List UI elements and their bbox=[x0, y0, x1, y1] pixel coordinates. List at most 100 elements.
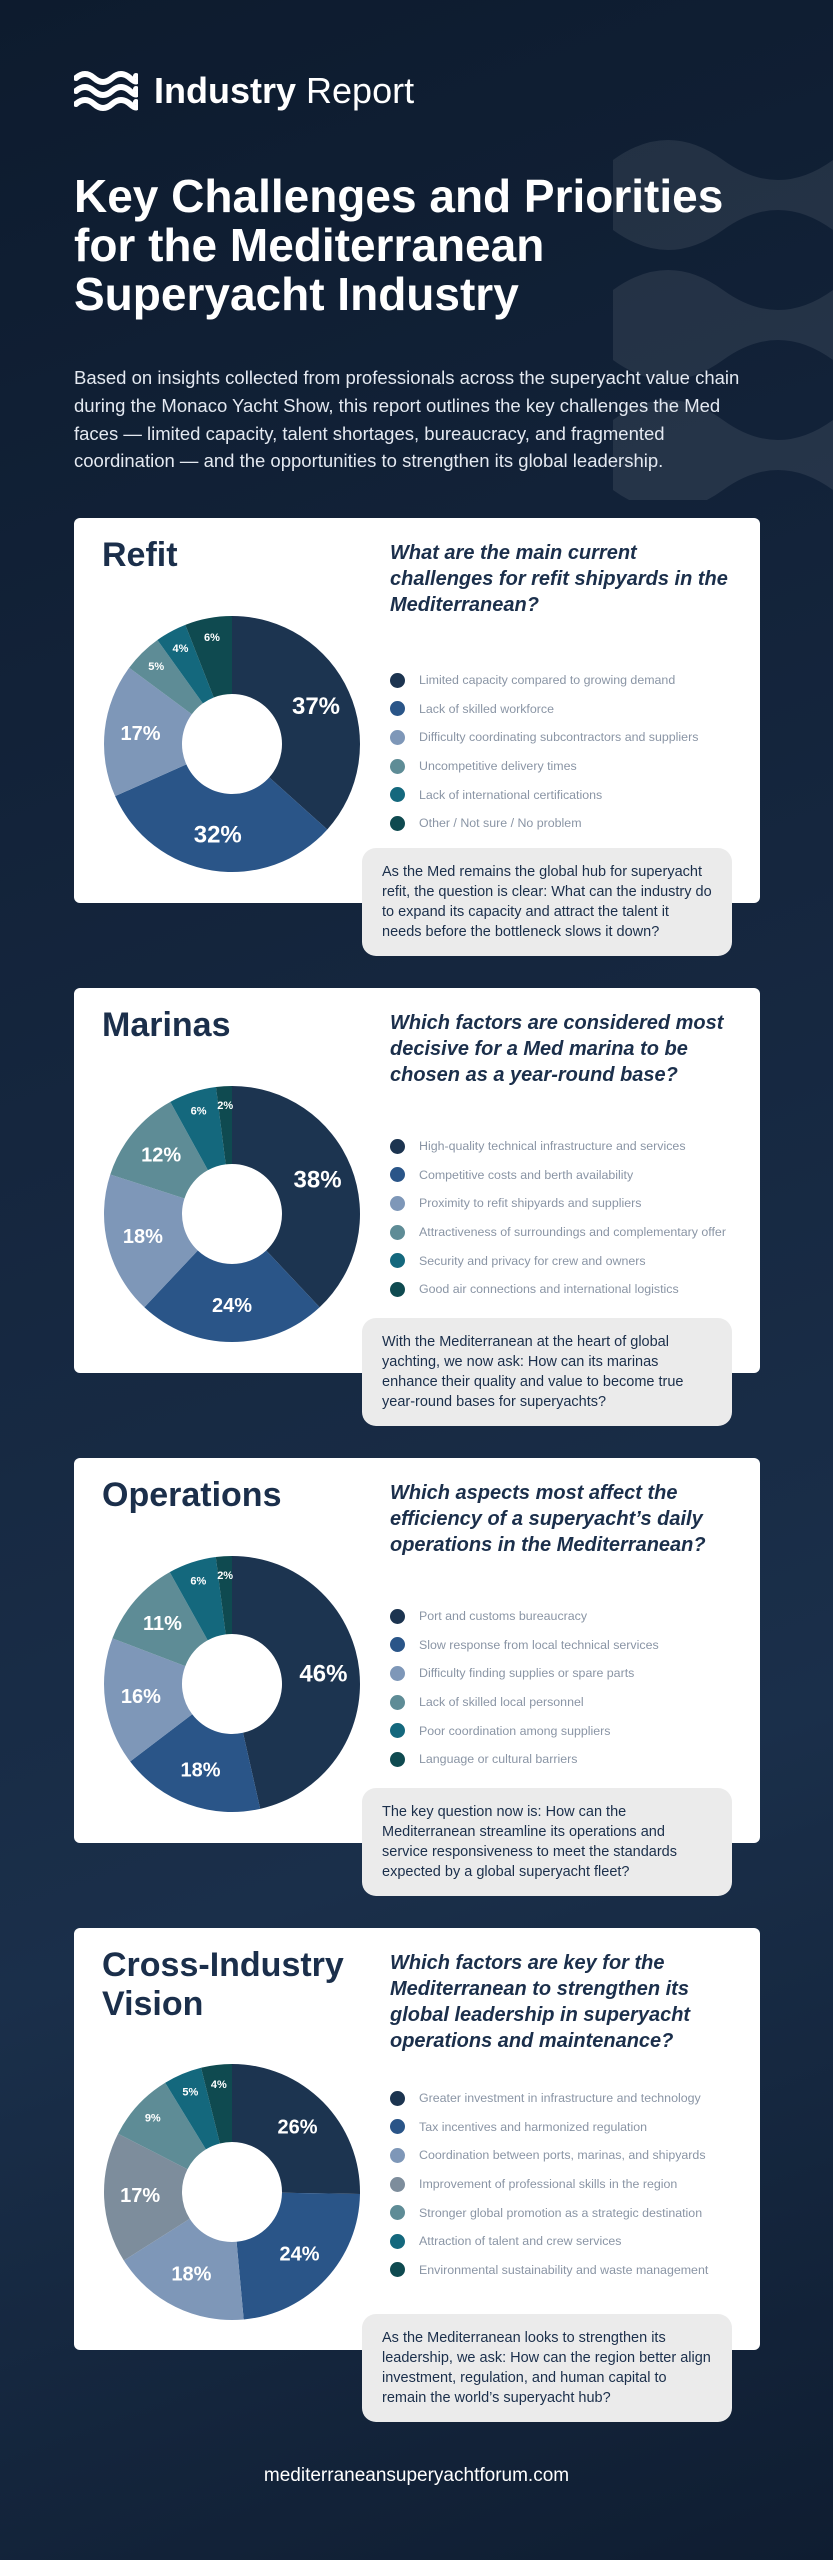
legend-label: Other / Not sure / No problem bbox=[419, 816, 582, 831]
legend-swatch bbox=[390, 1694, 405, 1710]
legend-swatch bbox=[390, 1281, 405, 1297]
donut-slice bbox=[232, 1556, 360, 1809]
legend-item: Good air connections and international l… bbox=[390, 1275, 726, 1304]
legend-item: Competitive costs and berth availability bbox=[390, 1161, 726, 1190]
legend-item: Proximity to refit shipyards and supplie… bbox=[390, 1189, 726, 1218]
legend-item: Language or cultural barriers bbox=[390, 1745, 659, 1774]
refit-card: Refit What are the main current challeng… bbox=[74, 518, 760, 956]
legend-label: Language or cultural barriers bbox=[419, 1752, 578, 1767]
refit-donut-chart: 37% 32% 17% 5% 4% 6% bbox=[103, 616, 360, 872]
brand-bold: Industry bbox=[154, 70, 297, 111]
legend-label: Competitive costs and berth availability bbox=[419, 1167, 634, 1182]
marinas-callout: With the Mediterranean at the heart of g… bbox=[362, 1318, 732, 1426]
legend-label: Greater investment in infrastructure and… bbox=[419, 2091, 701, 2106]
legend-swatch bbox=[390, 1167, 405, 1183]
legend-item: Greater investment in infrastructure and… bbox=[390, 2084, 708, 2113]
donut-slice bbox=[165, 2067, 220, 2150]
legend-swatch bbox=[390, 2119, 405, 2135]
donut-slice bbox=[112, 1572, 208, 1667]
legend-swatch bbox=[390, 729, 405, 745]
legend-label: Difficulty coordinating subcontractors a… bbox=[419, 730, 699, 745]
legend-item: Attractiveness of surroundings and compl… bbox=[390, 1218, 726, 1247]
legend-label: Slow response from local technical servi… bbox=[419, 1637, 659, 1652]
intro-paragraph: Based on insights collected from profess… bbox=[74, 367, 740, 472]
donut-slice bbox=[232, 2064, 360, 2194]
legend-swatch bbox=[390, 1138, 405, 1154]
marinas-legend: High-quality technical infrastructure an… bbox=[390, 1132, 726, 1304]
slice-label: 26% bbox=[278, 2116, 318, 2138]
card-title: Operations bbox=[102, 1476, 282, 1514]
donut-slice bbox=[103, 2133, 190, 2261]
vision-donut-chart: 26% 24% 18% 17% 9% 5% 4% bbox=[103, 2064, 360, 2320]
legend-swatch bbox=[390, 1637, 405, 1653]
footer-url[interactable]: mediterraneansuperyachtforum.com bbox=[263, 2465, 570, 2486]
legend-swatch bbox=[390, 701, 405, 717]
operations-legend: Port and customs bureaucracy Slow respons… bbox=[390, 1602, 659, 1774]
refit-callout: As the Med remains the global hub for su… bbox=[362, 848, 732, 956]
donut-slice bbox=[104, 1174, 198, 1308]
refit-legend: Limited capacity compared to growing dem… bbox=[390, 666, 698, 838]
waves-logo-icon bbox=[74, 70, 138, 112]
card-question: Which factors are key for the Mediterran… bbox=[390, 1952, 691, 2052]
slice-label: 5% bbox=[148, 661, 164, 673]
slice-label: 46% bbox=[299, 1660, 347, 1687]
donut-slice bbox=[129, 639, 203, 715]
legend-label: Tax incentives and harmonized regulation bbox=[419, 2119, 647, 2134]
slice-label: 17% bbox=[120, 2185, 160, 2207]
legend-label: Uncompetitive delivery times bbox=[419, 759, 577, 774]
slice-label: 2% bbox=[217, 1570, 233, 1582]
donut-slice bbox=[185, 616, 232, 698]
legend-label: High-quality technical infrastructure an… bbox=[419, 1139, 686, 1154]
slice-label: 38% bbox=[294, 1167, 342, 1194]
legend-label: Difficulty finding supplies or spare par… bbox=[419, 1666, 635, 1681]
donut-slice bbox=[130, 1714, 261, 1812]
legend-swatch bbox=[390, 2262, 405, 2278]
legend-label: Port and customs bureaucracy bbox=[419, 1609, 588, 1624]
slice-label: 37% bbox=[292, 693, 340, 720]
donut-slice bbox=[215, 1086, 232, 1165]
vision-card: Cross-Industry Vision Which factors are … bbox=[74, 1928, 760, 2422]
marinas-donut-chart: 38% 24% 18% 12% 6% 2% bbox=[104, 1086, 360, 1342]
legend-swatch bbox=[390, 1224, 405, 1240]
legend-item: Port and customs bureaucracy bbox=[390, 1602, 659, 1631]
legend-item: Poor coordination among suppliers bbox=[390, 1716, 659, 1745]
card-title: Refit bbox=[102, 536, 178, 574]
card-question: Which factors are considered most decisi… bbox=[390, 1012, 724, 1086]
page-title: Key Challenges and Priorities for the Me… bbox=[74, 170, 724, 321]
operations-card: Operations Which aspects most affect the… bbox=[74, 1458, 760, 1896]
legend-swatch bbox=[390, 2205, 405, 2221]
legend-swatch bbox=[390, 758, 405, 774]
donut-slice bbox=[169, 1557, 226, 1641]
slice-label: 24% bbox=[212, 1295, 252, 1317]
slice-label: 18% bbox=[123, 1226, 163, 1248]
donut-slice bbox=[123, 2218, 244, 2320]
marinas-card: Marinas Which factors are considered mos… bbox=[74, 988, 760, 1426]
legend-label: Coordination between ports, marinas, and… bbox=[419, 2148, 706, 2163]
donut-slice bbox=[170, 1087, 226, 1171]
legend-label: Proximity to refit shipyards and supplie… bbox=[419, 1196, 642, 1211]
card-title: Cross-Industry Vision bbox=[102, 1946, 344, 2024]
slice-label: 16% bbox=[121, 1686, 161, 1708]
slice-label: 11% bbox=[143, 1613, 182, 1635]
slice-label: 12% bbox=[141, 1144, 181, 1166]
card-title: Marinas bbox=[102, 1006, 231, 1044]
legend-label: Stronger global promotion as a strategic… bbox=[419, 2205, 703, 2220]
slice-label: 6% bbox=[190, 1575, 206, 1587]
donut-slice bbox=[236, 2192, 360, 2320]
legend-swatch bbox=[390, 2147, 405, 2163]
legend-label: Lack of international certifications bbox=[419, 787, 603, 802]
legend-item: Tax incentives and harmonized regulation bbox=[390, 2113, 708, 2142]
slice-label: 24% bbox=[279, 2244, 319, 2266]
legend-label: Poor coordination among suppliers bbox=[419, 1723, 611, 1738]
brand-light: Report bbox=[306, 70, 415, 111]
donut-slice bbox=[157, 624, 214, 704]
slice-label: 5% bbox=[182, 2086, 198, 2098]
legend-swatch bbox=[390, 1665, 405, 1681]
legend-label: Attractiveness of surroundings and compl… bbox=[419, 1225, 726, 1240]
legend-item: Other / Not sure / No problem bbox=[390, 809, 698, 838]
legend-swatch bbox=[390, 1195, 405, 1211]
legend-swatch bbox=[390, 2090, 405, 2106]
card-question: Which aspects most affect the efficiency… bbox=[390, 1482, 706, 1556]
vision-legend: Greater investment in infrastructure and… bbox=[390, 2084, 708, 2284]
donut-slice bbox=[215, 1556, 232, 1635]
